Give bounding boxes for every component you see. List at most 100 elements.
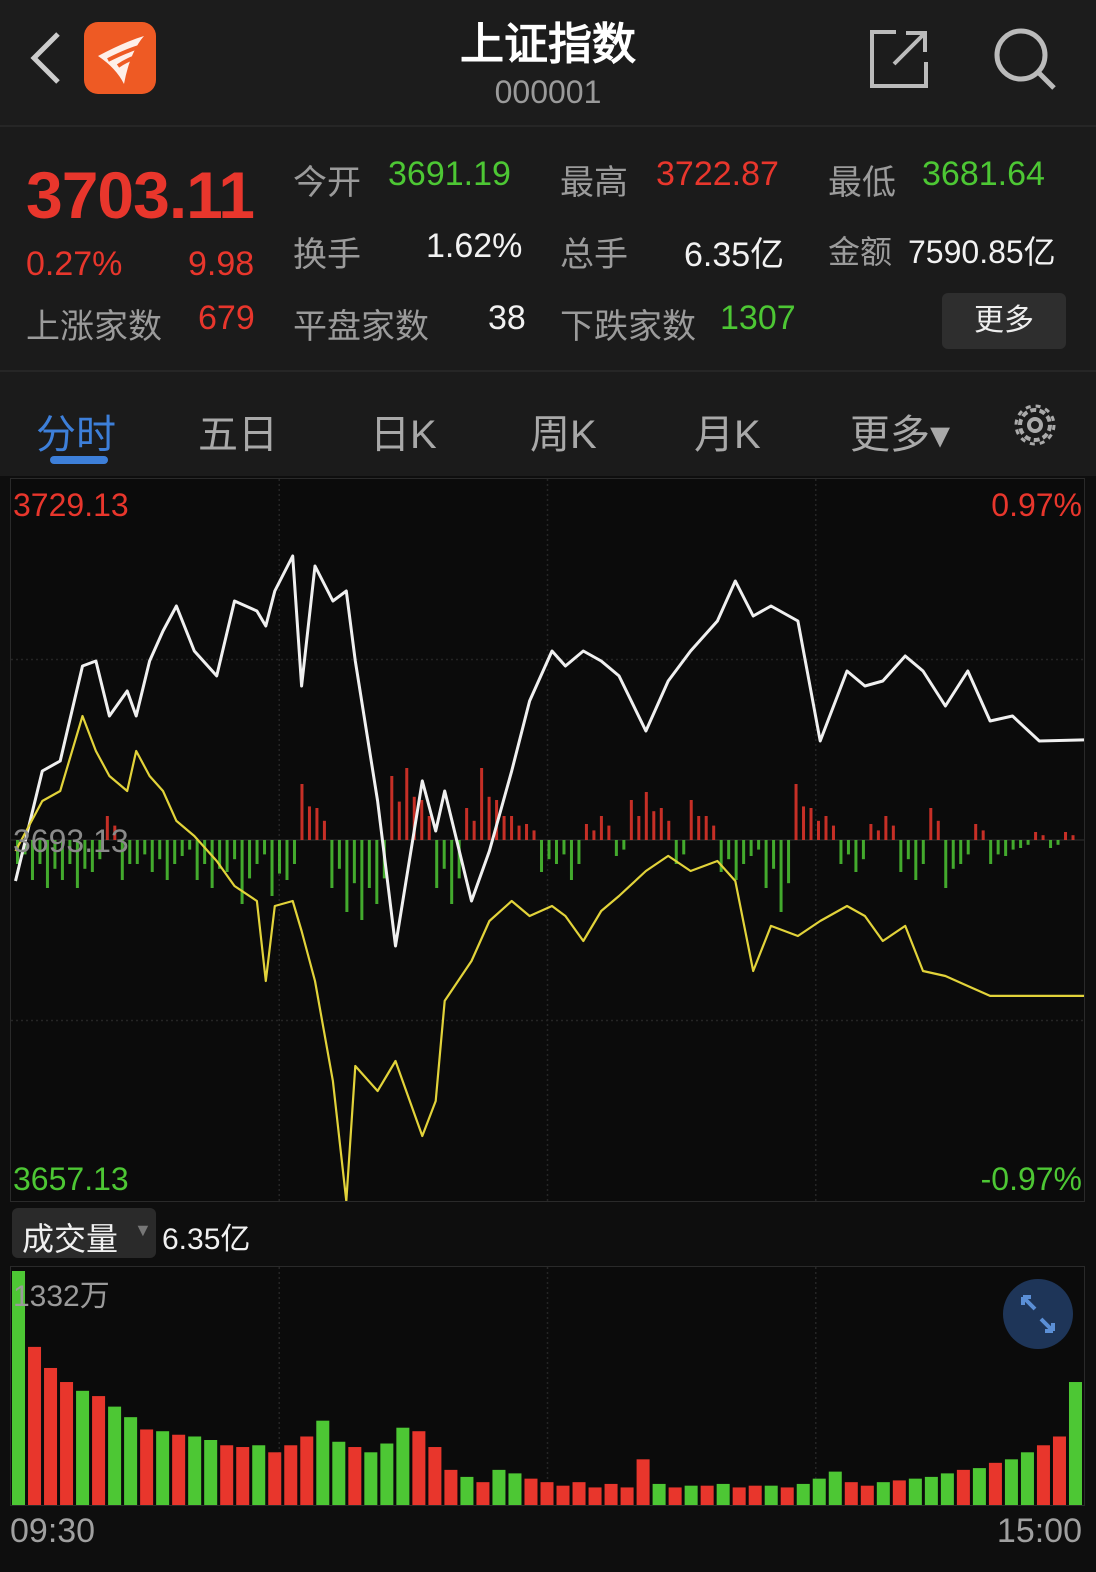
breadth-bar [143, 840, 147, 855]
down-count: 1307 [720, 299, 796, 337]
volume-bar [172, 1434, 186, 1505]
volume-bar [588, 1487, 602, 1505]
volume-bar [348, 1447, 362, 1505]
breadth-bar [996, 840, 1000, 855]
settings-gear-icon[interactable] [1010, 400, 1060, 450]
volume-bar [700, 1485, 714, 1505]
more-button[interactable]: 更多 [942, 293, 1066, 349]
volume-bar [252, 1445, 266, 1505]
intraday-chart[interactable]: 3729.13 3693.13 3657.13 0.97% -0.97% [10, 478, 1085, 1202]
breadth-bar [944, 840, 948, 888]
high-value: 3722.87 [656, 155, 779, 193]
volume-max-label: 1332万 [13, 1280, 110, 1313]
volume-bar [108, 1406, 122, 1505]
expand-chart-button[interactable] [1003, 1279, 1073, 1349]
tab-five-day[interactable]: 五日 [198, 413, 278, 457]
volume-bar [60, 1382, 74, 1505]
breadth-bar [629, 800, 633, 840]
breadth-bar [375, 840, 379, 904]
breadth-bar [839, 840, 843, 864]
y-mid-label: 3693.13 [13, 823, 129, 859]
breadth-bar [233, 840, 237, 860]
volume-bar [444, 1469, 458, 1505]
back-icon[interactable] [28, 30, 64, 86]
breadth-bar [607, 825, 611, 840]
breadth-bar [60, 840, 64, 880]
breadth-bar [98, 840, 102, 860]
volume-bar [764, 1485, 778, 1505]
tab-monthly-k[interactable]: 月K [694, 413, 761, 457]
app-logo[interactable] [84, 22, 156, 94]
flat-count: 38 [488, 299, 526, 337]
breadth-bar [120, 840, 124, 880]
volume-bar [652, 1483, 666, 1505]
breadth-bar [989, 840, 993, 864]
breadth-bar [622, 840, 626, 850]
breadth-bar [547, 840, 551, 860]
breadth-bar [248, 840, 252, 879]
breadth-bar [68, 840, 72, 864]
breadth-bar [180, 840, 184, 856]
search-icon[interactable] [992, 26, 1058, 92]
volume-bar [396, 1427, 410, 1505]
breadth-bar [263, 840, 267, 855]
volume-bar [508, 1473, 522, 1505]
breadth-bar [974, 824, 978, 840]
breadth-bar [1071, 835, 1075, 840]
tab-intraday[interactable]: 分时 [36, 413, 116, 457]
breadth-bar [719, 840, 723, 872]
page-title: 上证指数 [460, 20, 636, 69]
volume-bar [524, 1478, 538, 1505]
tab-more[interactable]: 更多▾ [850, 413, 951, 457]
volume-chart[interactable]: 1332万 [10, 1266, 1085, 1506]
volume-bar [76, 1390, 90, 1505]
pct-top-label: 0.97% [991, 487, 1082, 523]
breadth-bar [502, 816, 506, 840]
breadth-bar [285, 840, 289, 880]
breadth-bar [75, 840, 79, 888]
breadth-bar [667, 820, 671, 840]
volume-bar [972, 1468, 986, 1505]
breadth-bar [659, 808, 663, 840]
breadth-bar [689, 800, 693, 840]
volume-bar [460, 1476, 474, 1505]
breadth-bar [749, 840, 753, 856]
open-value: 3691.19 [388, 155, 511, 193]
volume-bar [732, 1487, 746, 1505]
breadth-bar [457, 840, 461, 879]
breadth-bar [614, 840, 618, 856]
breadth-bar [113, 825, 117, 840]
price-line [14, 554, 1084, 948]
volume-bar [780, 1487, 794, 1505]
volume-bar [620, 1487, 634, 1505]
breadth-bar [831, 825, 835, 840]
indicator-selector[interactable]: 成交量 ▼ [12, 1208, 156, 1258]
volume-bar [1004, 1459, 1018, 1505]
breadth-bar [846, 840, 850, 855]
volume-bar [828, 1471, 842, 1505]
volume-bar [556, 1485, 570, 1505]
breadth-bar [554, 840, 558, 864]
breadth-bar [1026, 840, 1030, 845]
breadth-bar [1064, 832, 1068, 840]
tab-weekly-k[interactable]: 周K [530, 413, 597, 457]
breadth-bar [884, 816, 888, 840]
volume-bar [1036, 1445, 1050, 1505]
y-top-label: 3729.13 [13, 487, 129, 523]
breadth-bar [53, 840, 57, 869]
breadth-bar [727, 840, 731, 860]
share-icon[interactable] [868, 28, 930, 90]
breadth-bar [644, 792, 648, 840]
tab-daily-k[interactable]: 日K [370, 413, 437, 457]
average-line [14, 714, 1084, 1201]
turnover-value: 1.62% [426, 227, 523, 265]
breadth-bar [540, 840, 544, 872]
breadth-bar [487, 796, 491, 840]
breadth-bar [704, 816, 708, 840]
volume-bar [716, 1483, 730, 1505]
breadth-bar [292, 840, 296, 864]
breadth-bar [315, 808, 319, 840]
breadth-bar [240, 840, 244, 904]
breadth-bar [307, 806, 311, 840]
breadth-bar [562, 840, 566, 855]
